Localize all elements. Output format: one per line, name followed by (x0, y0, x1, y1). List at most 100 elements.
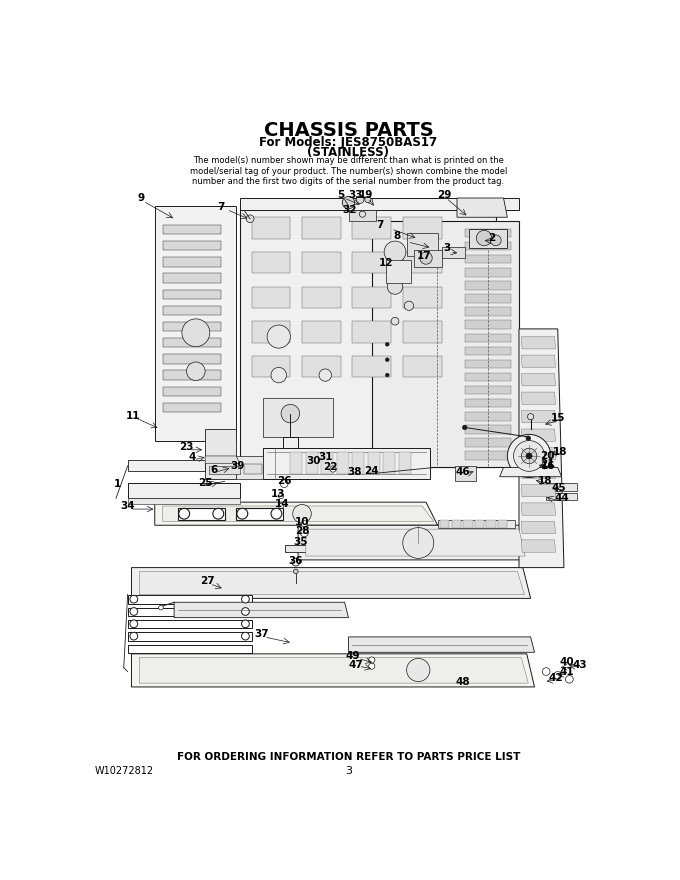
Polygon shape (302, 252, 341, 274)
Circle shape (130, 595, 137, 603)
Polygon shape (403, 252, 441, 274)
Polygon shape (155, 206, 236, 441)
Circle shape (405, 301, 413, 311)
Text: 32: 32 (343, 205, 357, 216)
Circle shape (330, 466, 336, 472)
Circle shape (241, 607, 250, 615)
Polygon shape (464, 360, 511, 368)
Text: CHASSIS PARTS: CHASSIS PARTS (264, 121, 433, 140)
Polygon shape (163, 306, 220, 315)
Circle shape (386, 373, 389, 377)
Polygon shape (464, 282, 511, 290)
Polygon shape (464, 334, 511, 342)
Circle shape (522, 448, 537, 464)
Polygon shape (290, 452, 302, 473)
Polygon shape (522, 447, 556, 459)
Polygon shape (163, 322, 220, 331)
Text: 21: 21 (541, 458, 555, 469)
Polygon shape (368, 452, 379, 473)
Polygon shape (519, 329, 564, 568)
Circle shape (246, 215, 254, 223)
Polygon shape (163, 355, 220, 363)
Polygon shape (464, 347, 511, 355)
Circle shape (301, 521, 307, 527)
Polygon shape (263, 448, 430, 479)
Polygon shape (500, 467, 562, 477)
Polygon shape (386, 260, 411, 282)
Polygon shape (464, 451, 511, 459)
Circle shape (554, 671, 562, 679)
Circle shape (566, 676, 573, 683)
Polygon shape (464, 385, 511, 394)
Circle shape (158, 605, 163, 610)
Polygon shape (399, 452, 411, 473)
Circle shape (420, 252, 432, 264)
Polygon shape (464, 255, 511, 263)
Text: 27: 27 (200, 576, 215, 586)
Text: 3: 3 (345, 766, 352, 776)
Text: 45: 45 (552, 483, 566, 494)
Polygon shape (306, 529, 525, 556)
Circle shape (387, 279, 403, 294)
Polygon shape (139, 571, 524, 595)
Text: 23: 23 (180, 442, 194, 451)
Circle shape (369, 656, 375, 664)
Text: 42: 42 (549, 673, 564, 684)
Polygon shape (464, 425, 511, 434)
Text: 3: 3 (443, 243, 451, 253)
Polygon shape (464, 294, 511, 303)
Polygon shape (322, 452, 333, 473)
Polygon shape (306, 452, 318, 473)
Polygon shape (302, 321, 341, 343)
Text: 4: 4 (188, 451, 196, 462)
Circle shape (477, 231, 492, 246)
Text: 5: 5 (337, 190, 344, 200)
Text: 26: 26 (277, 475, 292, 486)
Text: 39: 39 (231, 461, 245, 471)
Text: 22: 22 (322, 462, 337, 472)
Text: 24: 24 (364, 466, 379, 475)
Circle shape (462, 425, 467, 429)
Text: W10272812: W10272812 (95, 766, 154, 776)
Circle shape (182, 319, 209, 347)
Circle shape (213, 509, 224, 519)
Polygon shape (163, 403, 220, 412)
Circle shape (391, 318, 399, 325)
Circle shape (294, 569, 298, 574)
Polygon shape (441, 246, 464, 258)
Text: 47: 47 (348, 660, 363, 670)
Circle shape (130, 620, 137, 627)
Polygon shape (302, 356, 341, 378)
Polygon shape (486, 520, 496, 528)
Polygon shape (464, 373, 511, 381)
Polygon shape (546, 493, 577, 500)
Circle shape (407, 658, 430, 681)
Polygon shape (522, 466, 556, 479)
Circle shape (386, 358, 389, 362)
Polygon shape (285, 545, 356, 553)
Circle shape (271, 509, 282, 519)
Text: 9: 9 (137, 193, 144, 203)
Polygon shape (403, 356, 441, 378)
Polygon shape (128, 498, 240, 504)
Polygon shape (475, 520, 484, 528)
Text: 18: 18 (553, 447, 567, 457)
Polygon shape (163, 386, 220, 396)
Circle shape (281, 405, 300, 423)
Circle shape (364, 196, 371, 202)
Text: 49: 49 (345, 651, 360, 661)
Polygon shape (252, 321, 290, 343)
Polygon shape (522, 373, 556, 385)
Text: For Models: JES8750BAS17: For Models: JES8750BAS17 (260, 136, 437, 150)
Text: 11: 11 (126, 411, 140, 421)
Polygon shape (546, 483, 577, 491)
Circle shape (267, 325, 290, 348)
Circle shape (186, 362, 205, 380)
Polygon shape (252, 217, 290, 238)
Polygon shape (128, 632, 252, 641)
Text: 10: 10 (294, 517, 309, 527)
Polygon shape (464, 307, 511, 316)
Circle shape (369, 664, 375, 669)
Polygon shape (174, 602, 348, 618)
Polygon shape (128, 459, 205, 472)
